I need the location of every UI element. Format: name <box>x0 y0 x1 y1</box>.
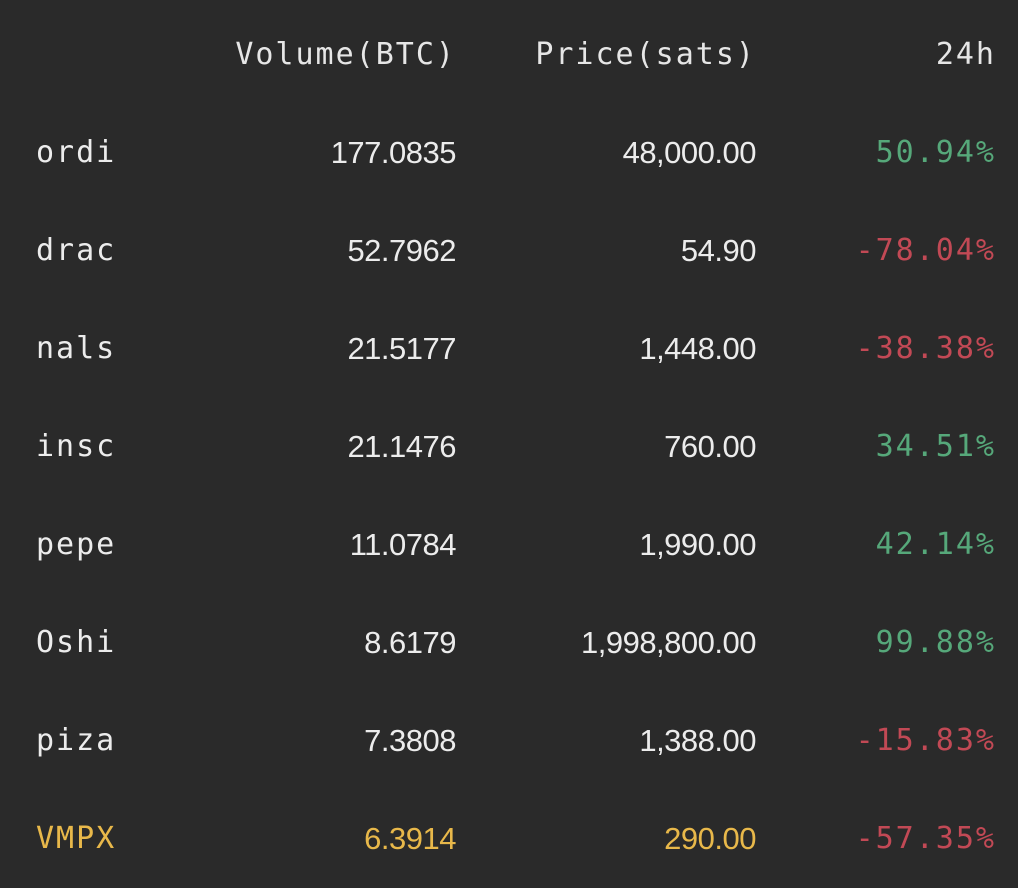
change-value: 34.51% <box>875 429 996 464</box>
price-value: 1,990.00 <box>639 527 756 562</box>
change-value: 50.94% <box>875 135 996 170</box>
volume-value: 7.3808 <box>364 723 456 758</box>
ticker-name: nals <box>36 331 117 366</box>
ticker-name: piza <box>36 723 117 758</box>
ticker-name: ordi <box>36 135 117 170</box>
column-header-price[interactable]: Price(sats) <box>535 37 756 72</box>
ticker-name: drac <box>36 233 117 268</box>
table-row[interactable]: piza 7.3808 1,388.00 -15.83% <box>0 692 1018 790</box>
change-value: 99.88% <box>875 625 996 660</box>
table-row[interactable]: Oshi 8.6179 1,998,800.00 99.88% <box>0 594 1018 692</box>
table-row[interactable]: ordi 177.0835 48,000.00 50.94% <box>0 104 1018 202</box>
table-header: Volume(BTC) Price(sats) 24h <box>0 6 1018 104</box>
volume-value: 8.6179 <box>364 625 456 660</box>
ticker-name: pepe <box>36 527 117 562</box>
volume-value: 11.0784 <box>349 527 457 562</box>
price-value: 760.00 <box>664 429 756 464</box>
change-value: -15.83% <box>855 723 996 758</box>
change-value: 42.14% <box>875 527 996 562</box>
price-value: 1,388.00 <box>639 723 756 758</box>
volume-value: 21.5177 <box>347 331 456 366</box>
price-value: 54.90 <box>680 233 757 268</box>
change-value: -57.35% <box>855 821 996 856</box>
ticker-name: Oshi <box>36 625 117 660</box>
table-row[interactable]: pepe 11.0784 1,990.00 42.14% <box>0 496 1018 594</box>
table-row[interactable]: nals 21.5177 1,448.00 -38.38% <box>0 300 1018 398</box>
table-row[interactable]: drac 52.7962 54.90 -78.04% <box>0 202 1018 300</box>
column-header-volume[interactable]: Volume(BTC) <box>235 37 456 72</box>
change-value: -38.38% <box>855 331 996 366</box>
table-row[interactable]: insc 21.1476 760.00 34.51% <box>0 398 1018 496</box>
ticker-name: insc <box>36 429 117 464</box>
ticker-name: VMPX <box>36 821 117 856</box>
price-value: 290.00 <box>664 821 756 856</box>
column-header-24h[interactable]: 24h <box>935 37 996 72</box>
volume-value: 6.3914 <box>364 821 456 856</box>
price-value: 48,000.00 <box>622 135 757 170</box>
price-value: 1,998,800.00 <box>580 625 757 660</box>
price-value: 1,448.00 <box>639 331 756 366</box>
volume-value: 21.1476 <box>347 429 456 464</box>
change-value: -78.04% <box>855 233 996 268</box>
volume-value: 177.0835 <box>330 135 457 170</box>
volume-value: 52.7962 <box>347 233 456 268</box>
table-row-highlighted[interactable]: VMPX 6.3914 290.00 -57.35% <box>0 790 1018 888</box>
